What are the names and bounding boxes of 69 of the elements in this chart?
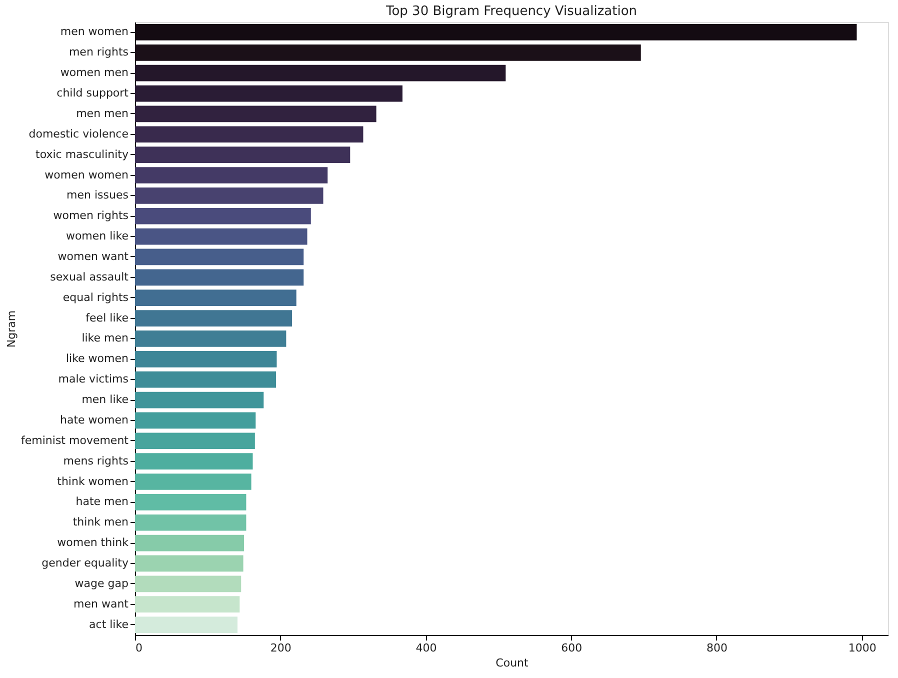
bar <box>135 106 376 122</box>
bar <box>135 534 244 552</box>
bar <box>135 146 350 163</box>
y-tick-label: gender equality <box>42 556 129 570</box>
chart-title: Top 30 Bigram Frequency Visualization <box>384 4 638 19</box>
y-tick-label: women women <box>44 168 129 182</box>
bar <box>135 228 308 245</box>
y-tick-label: women want <box>58 250 130 263</box>
bar <box>135 24 857 40</box>
bar <box>135 126 364 143</box>
y-tick-label: like men <box>82 332 129 345</box>
y-tick-label: hate men <box>76 495 129 508</box>
bar <box>135 85 402 102</box>
y-tick-label: toxic masculinity <box>36 148 129 161</box>
bar <box>135 494 246 510</box>
bar <box>135 248 304 266</box>
y-tick-label: sexual assault <box>50 270 130 284</box>
y-tick-label: hate women <box>60 413 129 426</box>
bar <box>135 208 311 224</box>
bar <box>135 616 238 633</box>
bar <box>135 412 256 429</box>
y-tick-label: act like <box>89 618 129 631</box>
bar <box>135 44 641 61</box>
bar <box>135 330 286 347</box>
x-tick-label: 800 <box>706 642 728 654</box>
bar <box>135 290 296 306</box>
bar <box>135 453 253 470</box>
y-tick-label: think men <box>72 516 129 529</box>
y-tick-label: feminist movement <box>21 434 130 447</box>
y-tick-label: like women <box>66 352 129 366</box>
y-tick-label: men want <box>74 597 130 610</box>
x-tick-label: 600 <box>561 642 582 654</box>
x-tick-label: 400 <box>416 642 437 654</box>
y-tick-label: women rights <box>53 209 129 222</box>
y-tick-label: feel like <box>86 311 129 324</box>
x-axis-title: Count <box>496 656 530 670</box>
bar <box>135 392 264 408</box>
y-tick-label: male victims <box>58 372 129 386</box>
y-tick-label: women men <box>60 66 129 80</box>
bar <box>135 474 252 490</box>
y-tick-label: equal rights <box>62 290 129 304</box>
x-tick-label: 0 <box>136 642 142 654</box>
y-tick-label: mens rights <box>63 454 129 468</box>
bar <box>135 350 277 368</box>
y-tick-label: think women <box>57 474 129 488</box>
y-tick-label: men like <box>82 393 129 406</box>
bar <box>135 576 242 592</box>
y-tick-label: men men <box>76 106 129 120</box>
bar <box>135 596 240 613</box>
y-tick-label: women think <box>57 536 130 550</box>
y-tick-label: men issues <box>66 188 129 202</box>
bar <box>135 555 244 572</box>
bar <box>135 188 324 204</box>
x-tick-label: 1000 <box>848 642 876 654</box>
bar <box>135 167 328 184</box>
bar <box>135 64 506 82</box>
y-tick-label: child support <box>56 86 130 100</box>
bar <box>135 371 276 388</box>
y-tick-label: men rights <box>68 46 129 59</box>
x-tick-label: 200 <box>270 642 292 654</box>
y-tick-label: domestic violence <box>28 127 129 140</box>
bar <box>135 310 292 326</box>
y-axis-title: Ngram <box>5 310 18 348</box>
bar <box>135 269 304 286</box>
y-tick-label: women like <box>66 230 129 243</box>
y-tick-label: wage gap <box>74 576 129 590</box>
bar <box>135 432 255 450</box>
y-tick-label: men women <box>60 25 129 38</box>
bar <box>135 514 246 531</box>
